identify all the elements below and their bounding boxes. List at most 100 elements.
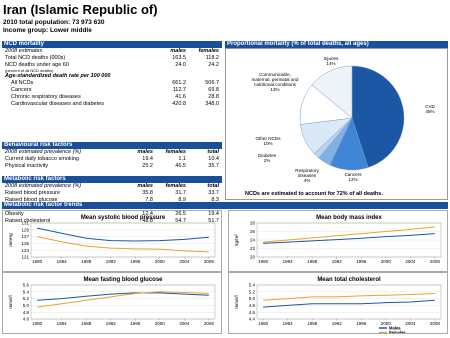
pie-slice [351,65,405,168]
row-label: Raised blood pressure [2,190,123,197]
row-label: All NCDs [2,80,156,87]
pie-label-name: CVD [425,104,435,109]
plot-frame [30,284,216,320]
title: Iran (Islamic Republic of) [3,2,158,17]
cell: 8.3 [211,197,219,203]
x-tick-label: 2004 [179,321,190,326]
x-tick-label: 2004 [179,259,190,264]
x-tick-label: 1984 [283,259,294,264]
cell: 35.8 [142,190,153,196]
row-label: NCD deaths under age 60 (percent of all N… [2,62,156,73]
pie-label-value: 45% [425,109,435,114]
row-label-text: Current daily tobacco smoking [5,156,79,162]
pie-label-name: Communicable, maternal, perinatal and nu… [251,72,299,87]
row-label-text: Cardiovascular diseases and diabetes [11,101,104,107]
trend-line [37,236,209,253]
table-row: Raised blood pressure 35.8 31.7 33.7 [2,190,222,197]
x-tick-label: 2000 [155,321,166,326]
legend-label: Females [389,330,406,334]
x-tick-label: 1992 [332,259,343,264]
subtitle: 2008 estimated prevalence (%) [5,183,82,189]
cell: 48.8 [142,218,153,224]
cell: 54.7 [175,218,186,224]
y-tick-label: 4.6 [23,317,30,322]
pie-label: Respiratory diseases 4% [292,168,322,183]
cell: 10.4 [208,156,219,162]
table-row: All NCDs 661.2 506.7 [2,80,222,87]
table-row: Total NCD deaths (000s) 163.5 118.2 [2,55,222,62]
x-tick-label: 1992 [332,321,343,326]
trend-chart: Mean fasting blood glucose mmol/l 4.6 4.8 5.… [2,272,222,334]
y-tick-label: 26 [250,229,256,234]
income: Income group: Lower middle [3,27,92,34]
cell: 12.4 [142,211,153,217]
y-tick-label: 4.4 [249,317,256,322]
x-tick-label: 1980 [258,259,269,264]
x-tick-label: 2008 [204,321,215,326]
pie-header: Proportional mortality (% of total death… [225,41,448,48]
y-tick-label: 5.4 [249,283,256,288]
x-tick-label: 1988 [307,259,318,264]
y-tick-label: 5.2 [249,289,256,294]
table-row: Physical inactivity 25.2 46.5 35.7 [2,163,222,170]
chart-title: Mean total cholesterol [317,277,381,283]
trend-line [37,291,209,308]
row-label: Raised blood glucose [2,197,123,204]
x-tick-label: 2008 [204,259,215,264]
trend-line [263,226,435,243]
cell: 28.8 [208,94,219,100]
x-tick-label: 1996 [130,259,141,264]
pie-chart [299,65,405,171]
subtitle: 2008 estimated prevalence (%) [5,149,82,155]
y-tick-label: 4.6 [249,310,256,315]
y-tick-label: 4.8 [249,303,256,308]
cell: 420.8 [172,101,186,107]
pie-label-value: 14% [326,61,336,66]
y-tick-label: 5.0 [249,296,256,301]
column-head: total [207,149,219,155]
cell: 69.8 [208,87,219,93]
row-label-text: Obesity [5,211,24,217]
subtitle: 2008 estimates [5,48,43,54]
y-tick-label: 5.0 [23,303,30,308]
x-tick-label: 2000 [381,259,392,264]
column-head: females [198,48,220,54]
column-head: males [137,149,153,155]
row-label: Obesity [2,211,123,218]
population: 2010 total population: 73 973 630 [3,19,105,26]
cell: 506.7 [205,80,219,86]
cell: 41.6 [175,94,186,100]
pie-label-name: Respiratory diseases [295,168,319,178]
behavioural: Behavioural risk factors 2008 estimated p… [2,142,222,170]
column-head: females [165,183,187,189]
pie-label: Injuries 14% [316,56,346,66]
cell: 26.5 [175,211,186,217]
pie-label-value: 12% [348,177,358,182]
x-tick-label: 1988 [307,321,318,326]
pie-note: NCDs are estimated to account for 72% of… [245,191,383,197]
x-tick-label: 2008 [430,321,441,326]
cell: 31.7 [175,190,186,196]
cell: 661.2 [172,80,186,86]
row-label-text: Chronic respiratory diseases [11,94,81,100]
section-header: NCD mortality [2,41,222,48]
y-axis-label: kg/m² [234,234,239,246]
column-head: females [165,149,187,155]
table-row: NCD deaths under age 60 (percent of all N… [2,62,222,73]
cell: 7.8 [145,197,153,203]
rate-heading-row: Age-standardized death rate per 100 000 [2,73,222,80]
plot-frame [256,284,442,320]
y-tick-label: 5.4 [23,289,30,294]
table-row: Obesity 12.4 26.5 19.4 [2,211,222,218]
plot-frame [256,222,442,258]
y-tick-label: 20 [250,255,256,260]
row-label: Physical inactivity [2,163,123,170]
pie-slice [311,65,353,119]
cell: 118.2 [205,55,219,61]
table-head: 2008 estimates males females [2,48,222,55]
column-head: total [207,183,219,189]
y-tick-label: 125 [21,241,29,246]
pie-label-value: 13% [270,87,280,92]
y-tick-label: 129 [21,227,29,232]
